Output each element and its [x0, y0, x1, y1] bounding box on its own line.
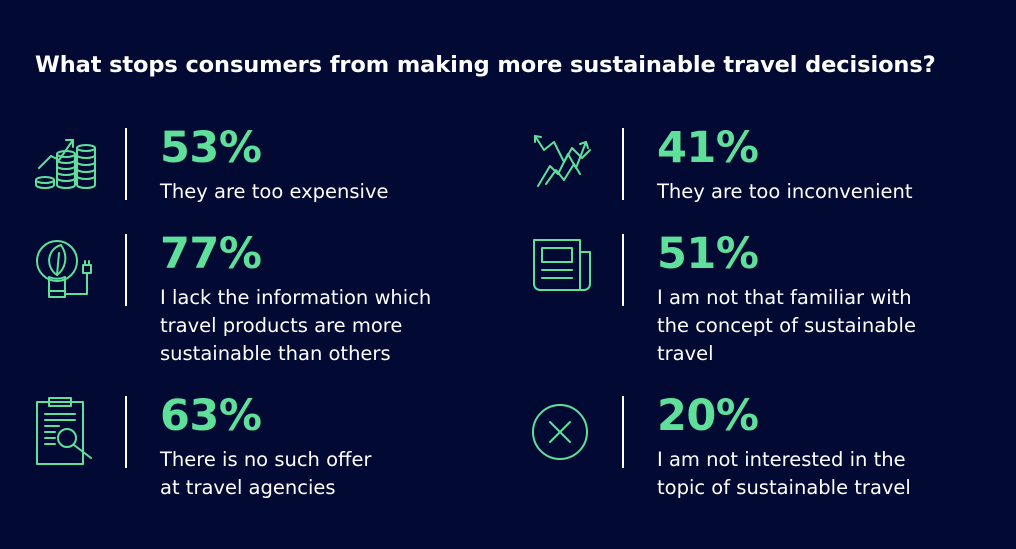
- coins-growth-icon: [35, 139, 96, 189]
- stat-percent: 41%: [657, 123, 759, 173]
- divider: [125, 128, 127, 200]
- x-circle-icon: [532, 404, 588, 460]
- clipboard-search-icon: [36, 397, 92, 465]
- divider: [125, 234, 127, 306]
- stat-percent: 20%: [657, 391, 759, 441]
- newspaper-icon: [533, 239, 591, 291]
- divider: [622, 234, 624, 306]
- stat-percent: 77%: [160, 229, 262, 279]
- page-title: What stops consumers from making more su…: [35, 52, 936, 78]
- divider: [125, 396, 127, 468]
- stat-percent: 63%: [160, 391, 262, 441]
- stat-description: They are too inconvenient: [657, 180, 913, 203]
- divider: [622, 128, 624, 200]
- stat-description: They are too expensive: [160, 180, 389, 203]
- stat-description: I lack the information which travel prod…: [160, 286, 432, 365]
- stat-description: There is no such offer at travel agencie…: [160, 448, 372, 499]
- stat-description: I am not interested in the topic of sust…: [657, 448, 911, 499]
- stat-percent: 53%: [160, 123, 262, 173]
- stat-description: I am not that familiar with the concept …: [657, 286, 916, 365]
- stat-percent: 51%: [657, 229, 759, 279]
- divider: [622, 396, 624, 468]
- zigzag-arrows-icon: [534, 135, 591, 187]
- eco-bulb-icon: [36, 240, 92, 298]
